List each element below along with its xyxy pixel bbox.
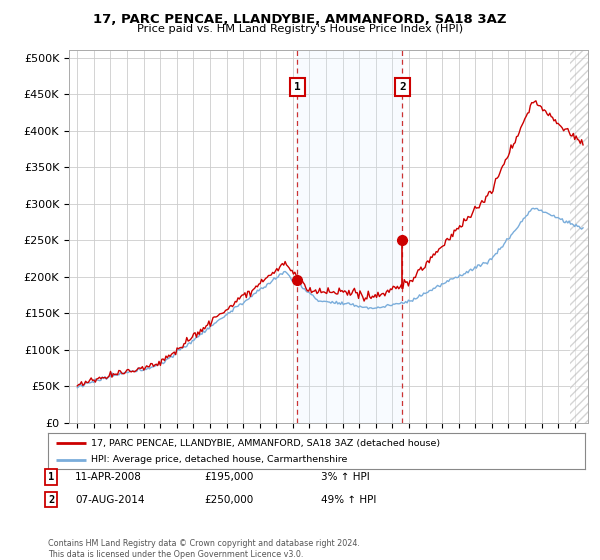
- Text: 17, PARC PENCAE, LLANDYBIE, AMMANFORD, SA18 3AZ (detached house): 17, PARC PENCAE, LLANDYBIE, AMMANFORD, S…: [91, 439, 440, 448]
- Bar: [298, 50, 402, 423]
- Text: 2: 2: [48, 494, 54, 505]
- Text: £250,000: £250,000: [204, 494, 253, 505]
- Text: 1: 1: [294, 82, 301, 92]
- Text: 49% ↑ HPI: 49% ↑ HPI: [321, 494, 376, 505]
- Text: 1: 1: [48, 472, 54, 482]
- Text: HPI: Average price, detached house, Carmarthenshire: HPI: Average price, detached house, Carm…: [91, 455, 347, 464]
- Text: 3% ↑ HPI: 3% ↑ HPI: [321, 472, 370, 482]
- Text: 17, PARC PENCAE, LLANDYBIE, AMMANFORD, SA18 3AZ: 17, PARC PENCAE, LLANDYBIE, AMMANFORD, S…: [93, 13, 507, 26]
- Text: 2: 2: [399, 82, 406, 92]
- Text: Price paid vs. HM Land Registry's House Price Index (HPI): Price paid vs. HM Land Registry's House …: [137, 24, 463, 34]
- Polygon shape: [570, 50, 588, 423]
- Text: £195,000: £195,000: [204, 472, 253, 482]
- Text: 07-AUG-2014: 07-AUG-2014: [75, 494, 145, 505]
- Text: Contains HM Land Registry data © Crown copyright and database right 2024.
This d: Contains HM Land Registry data © Crown c…: [48, 539, 360, 559]
- Text: 11-APR-2008: 11-APR-2008: [75, 472, 142, 482]
